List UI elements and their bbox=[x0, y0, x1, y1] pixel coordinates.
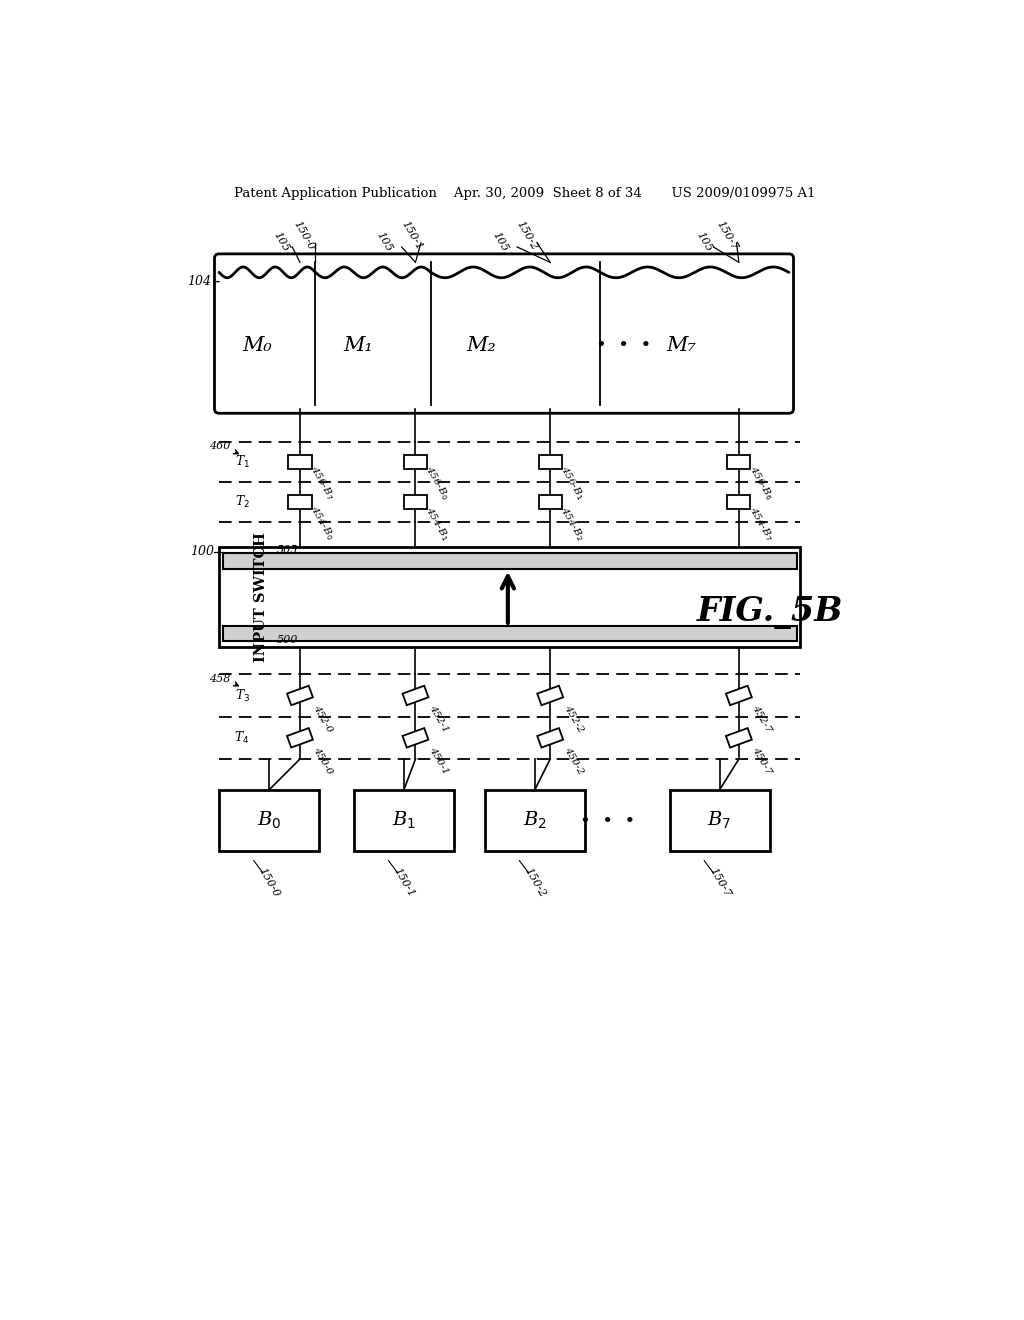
Bar bbox=[289, 455, 311, 469]
Bar bbox=[403, 495, 427, 508]
Text: 150-7: 150-7 bbox=[715, 219, 739, 252]
Bar bbox=[289, 495, 311, 508]
Bar bbox=[402, 729, 428, 747]
Bar bbox=[219, 789, 319, 851]
Bar bbox=[219, 548, 801, 647]
Text: 456-B$_1$: 456-B$_1$ bbox=[557, 465, 587, 503]
Text: B$_1$: B$_1$ bbox=[392, 810, 416, 832]
Bar bbox=[484, 789, 585, 851]
Text: 150-7: 150-7 bbox=[708, 866, 732, 899]
Text: B$_2$: B$_2$ bbox=[523, 810, 547, 832]
Bar bbox=[538, 685, 563, 705]
Bar bbox=[727, 495, 751, 508]
Text: T$_4$: T$_4$ bbox=[234, 730, 250, 746]
Bar bbox=[539, 455, 562, 469]
Text: M₁: M₁ bbox=[343, 335, 373, 355]
Text: •  •  •: • • • bbox=[596, 337, 651, 354]
Text: 150-2: 150-2 bbox=[515, 219, 540, 252]
Text: 500: 500 bbox=[276, 635, 298, 644]
Text: 105: 105 bbox=[271, 230, 291, 253]
Text: 456-B$_7$: 456-B$_7$ bbox=[307, 465, 336, 503]
Bar bbox=[354, 789, 454, 851]
Text: M₂: M₂ bbox=[466, 335, 496, 355]
Text: 458: 458 bbox=[209, 673, 230, 684]
Text: 452-7: 452-7 bbox=[751, 704, 773, 734]
Text: 450-0: 450-0 bbox=[311, 746, 335, 776]
Text: T$_3$: T$_3$ bbox=[234, 688, 250, 704]
Text: 150-0: 150-0 bbox=[257, 866, 282, 899]
Text: 454-B$_1$: 454-B$_1$ bbox=[422, 504, 452, 543]
Text: 450-2: 450-2 bbox=[562, 746, 585, 776]
Text: 454-B$_7$: 454-B$_7$ bbox=[745, 504, 775, 543]
Bar bbox=[287, 729, 313, 747]
Text: 150-1: 150-1 bbox=[399, 219, 424, 252]
Text: 452-1: 452-1 bbox=[427, 704, 450, 734]
Text: 150-2: 150-2 bbox=[522, 866, 547, 899]
Text: 105: 105 bbox=[375, 230, 394, 253]
Text: FIG._5B: FIG._5B bbox=[696, 597, 843, 630]
Bar bbox=[403, 455, 427, 469]
Bar bbox=[539, 495, 562, 508]
Bar bbox=[223, 626, 797, 642]
Text: INPUT SWITCH: INPUT SWITCH bbox=[254, 532, 268, 663]
Text: B$_0$: B$_0$ bbox=[257, 810, 282, 832]
Text: 105: 105 bbox=[490, 230, 510, 253]
Text: 452-2: 452-2 bbox=[562, 704, 585, 734]
Bar bbox=[287, 685, 313, 705]
Text: 104: 104 bbox=[187, 275, 211, 288]
Text: 454-B$_2$: 454-B$_2$ bbox=[557, 504, 587, 543]
Text: 450-1: 450-1 bbox=[427, 746, 450, 776]
Text: 100: 100 bbox=[189, 545, 214, 558]
Text: M₇: M₇ bbox=[667, 335, 696, 355]
Text: 150-1: 150-1 bbox=[391, 866, 417, 899]
Bar bbox=[670, 789, 770, 851]
Text: B$_7$: B$_7$ bbox=[708, 810, 732, 832]
Text: Patent Application Publication    Apr. 30, 2009  Sheet 8 of 34       US 2009/010: Patent Application Publication Apr. 30, … bbox=[234, 186, 815, 199]
Text: T$_2$: T$_2$ bbox=[234, 494, 250, 510]
Text: 505: 505 bbox=[276, 545, 298, 556]
Bar bbox=[223, 553, 797, 569]
Text: 150-0: 150-0 bbox=[292, 219, 316, 252]
Text: •  •  •: • • • bbox=[581, 812, 636, 829]
Bar bbox=[402, 685, 428, 705]
FancyBboxPatch shape bbox=[214, 253, 794, 413]
Text: M₀: M₀ bbox=[243, 335, 272, 355]
Bar bbox=[726, 729, 752, 747]
Text: 456-B$_0$: 456-B$_0$ bbox=[422, 465, 452, 503]
Text: 452-0: 452-0 bbox=[311, 704, 335, 734]
Text: 450-7: 450-7 bbox=[751, 746, 773, 776]
Bar bbox=[538, 729, 563, 747]
Text: 460: 460 bbox=[209, 441, 230, 451]
Text: 456-B$_6$: 456-B$_6$ bbox=[745, 465, 775, 503]
Text: 454-B$_0$: 454-B$_0$ bbox=[306, 504, 336, 543]
Text: T$_1$: T$_1$ bbox=[234, 454, 250, 470]
Bar bbox=[726, 685, 752, 705]
Text: 105: 105 bbox=[694, 230, 714, 253]
Bar bbox=[727, 455, 751, 469]
